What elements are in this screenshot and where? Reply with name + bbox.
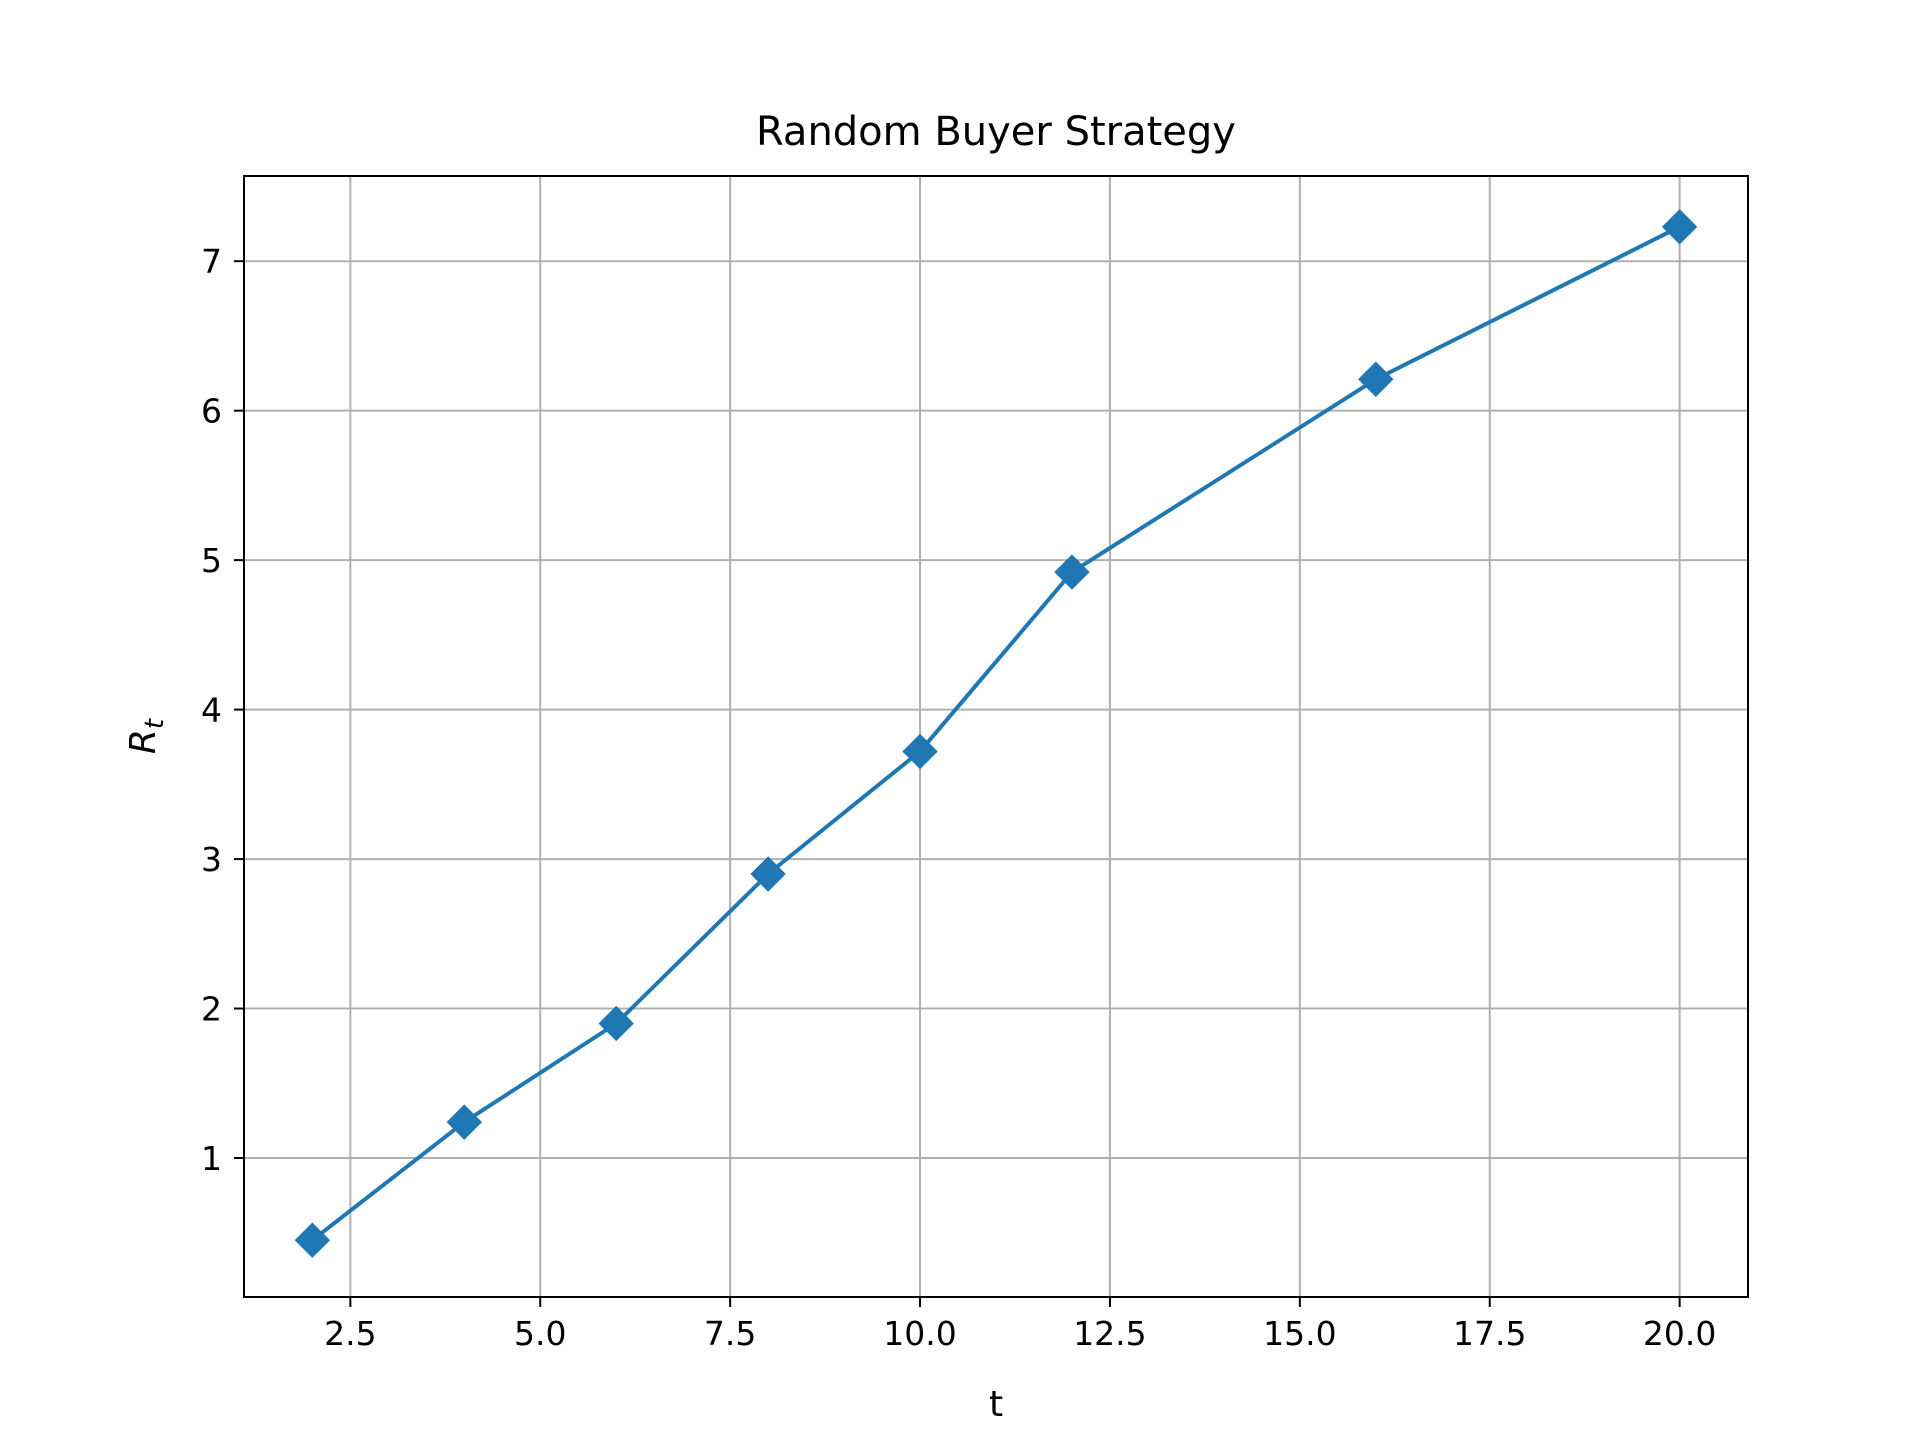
- y-tick-label: 7: [201, 242, 222, 281]
- x-tick-label: 7.5: [704, 1314, 756, 1353]
- axes-frame: [243, 175, 1749, 1298]
- grid: [244, 176, 1748, 1297]
- x-tick-label: 5.0: [514, 1314, 566, 1353]
- y-tick-label: 5: [201, 541, 222, 580]
- data-point-marker: [1054, 554, 1090, 590]
- x-axis-label: t: [989, 1384, 1003, 1425]
- x-tick-label: 10.0: [883, 1314, 956, 1353]
- data-point-marker: [598, 1005, 634, 1042]
- y-axis-label-subscript: t: [140, 718, 170, 729]
- x-tick-label: 15.0: [1263, 1314, 1336, 1353]
- x-tick-label: 2.5: [324, 1314, 376, 1353]
- y-tick-label: 3: [201, 840, 222, 879]
- series-line: [311, 225, 1681, 1242]
- data-point-marker: [1358, 361, 1394, 397]
- data-point-marker: [902, 733, 938, 770]
- ticks: 2.5 5.0 7.5 10.0 12.5 15.0 17.5 20.0 1 2 3 4 5 6 7: [201, 242, 1716, 1353]
- y-axis-label-main: R: [123, 729, 164, 754]
- series-layer: [294, 209, 1698, 1258]
- data-point-marker: [1661, 209, 1698, 245]
- y-tick-label: 4: [201, 691, 222, 730]
- data-point-marker: [750, 856, 786, 892]
- y-tick-label: 1: [201, 1139, 222, 1178]
- data-point-marker: [294, 1222, 331, 1258]
- x-tick-label: 20.0: [1643, 1314, 1716, 1353]
- y-axis-label: Rt: [123, 718, 170, 754]
- y-tick-label: 6: [201, 392, 222, 431]
- data-point-marker: [446, 1104, 482, 1140]
- chart-title: Random Buyer Strategy: [756, 109, 1236, 155]
- x-tick-label: 12.5: [1073, 1314, 1146, 1353]
- x-tick-label: 17.5: [1453, 1314, 1526, 1353]
- y-tick-label: 2: [201, 990, 222, 1029]
